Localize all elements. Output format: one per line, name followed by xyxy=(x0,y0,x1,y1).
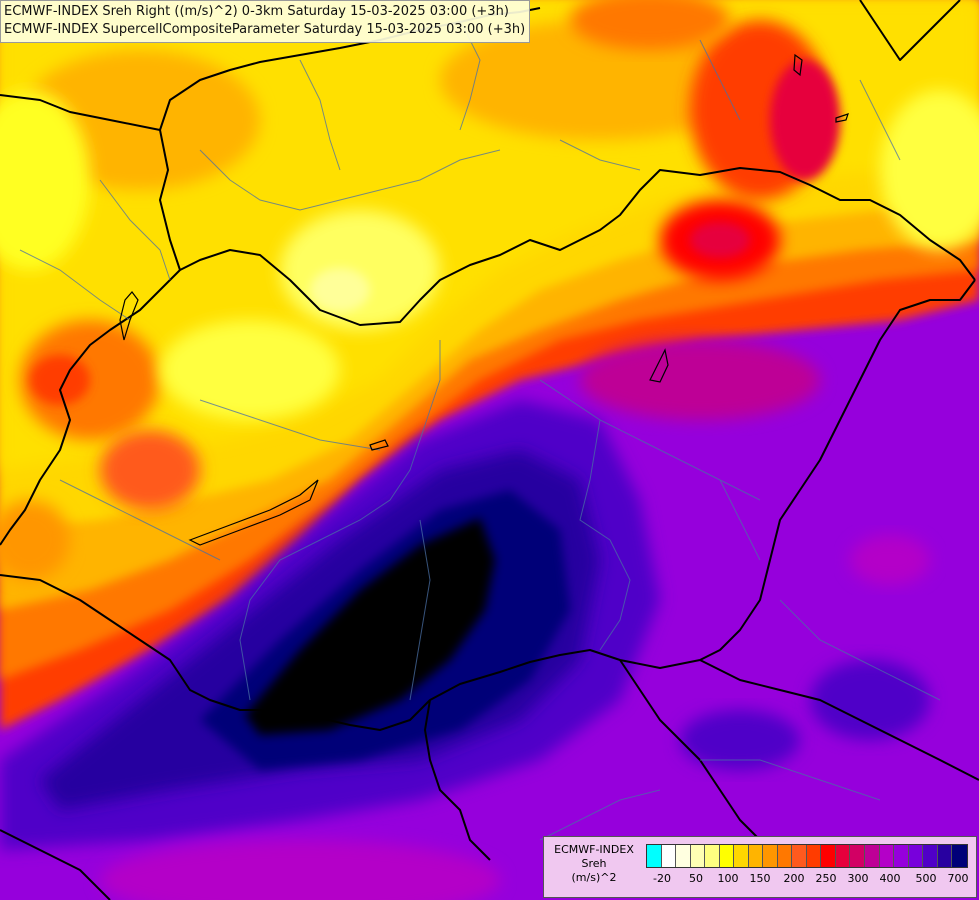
color-legend: ECMWF-INDEX Sreh (m/s)^2 -20 50 100 150 200 2… xyxy=(543,836,977,898)
legend-tick-label: 50 xyxy=(689,872,703,885)
legend-tick-label: 500 xyxy=(915,872,937,885)
legend-label-line-1: ECMWF-INDEX xyxy=(554,843,634,856)
legend-swatch xyxy=(719,845,735,867)
legend-swatch xyxy=(923,845,938,867)
legend-swatch xyxy=(763,845,778,867)
legend-swatch xyxy=(894,845,909,867)
legend-swatch xyxy=(908,845,924,867)
legend-swatch xyxy=(806,845,822,867)
legend-swatch xyxy=(821,845,836,867)
map-title-box: ECMWF-INDEX Sreh Right ((m/s)^2) 0-3km S… xyxy=(0,0,531,43)
legend-label-line-3: (m/s)^2 xyxy=(571,871,617,884)
legend-swatch xyxy=(864,845,880,867)
legend-swatch xyxy=(690,845,706,867)
legend-label: ECMWF-INDEX Sreh (m/s)^2 xyxy=(548,843,640,885)
legend-swatch xyxy=(879,845,895,867)
legend-swatch xyxy=(661,845,677,867)
legend-swatch xyxy=(937,845,953,867)
legend-swatch xyxy=(850,845,865,867)
legend-tick-labels: -20 50 100 150 200 250 300 400 500 700 xyxy=(646,872,969,888)
legend-swatch xyxy=(777,845,793,867)
map-title-line-1: ECMWF-INDEX Sreh Right ((m/s)^2) 0-3km S… xyxy=(4,4,509,19)
lake-outlines xyxy=(119,53,849,546)
legend-tick-label: 100 xyxy=(717,872,739,885)
legend-swatch xyxy=(952,845,967,867)
map-title-line-2: ECMWF-INDEX SupercellCompositeParameter … xyxy=(4,22,526,37)
legend-swatch xyxy=(676,845,691,867)
legend-swatch xyxy=(647,845,662,867)
legend-tick-label: 200 xyxy=(783,872,805,885)
legend-swatch xyxy=(734,845,749,867)
legend-swatch xyxy=(748,845,764,867)
legend-tick-label: -20 xyxy=(653,872,671,885)
legend-tick-label: 150 xyxy=(749,872,771,885)
legend-tick-label: 400 xyxy=(879,872,901,885)
legend-tick-label: 300 xyxy=(847,872,869,885)
legend-color-bar xyxy=(646,844,968,868)
legend-tick-label: 250 xyxy=(815,872,837,885)
legend-swatch xyxy=(792,845,807,867)
legend-swatch xyxy=(835,845,851,867)
legend-tick-label: 700 xyxy=(947,872,969,885)
legend-swatch xyxy=(705,845,720,867)
legend-label-line-2: Sreh xyxy=(581,857,607,870)
